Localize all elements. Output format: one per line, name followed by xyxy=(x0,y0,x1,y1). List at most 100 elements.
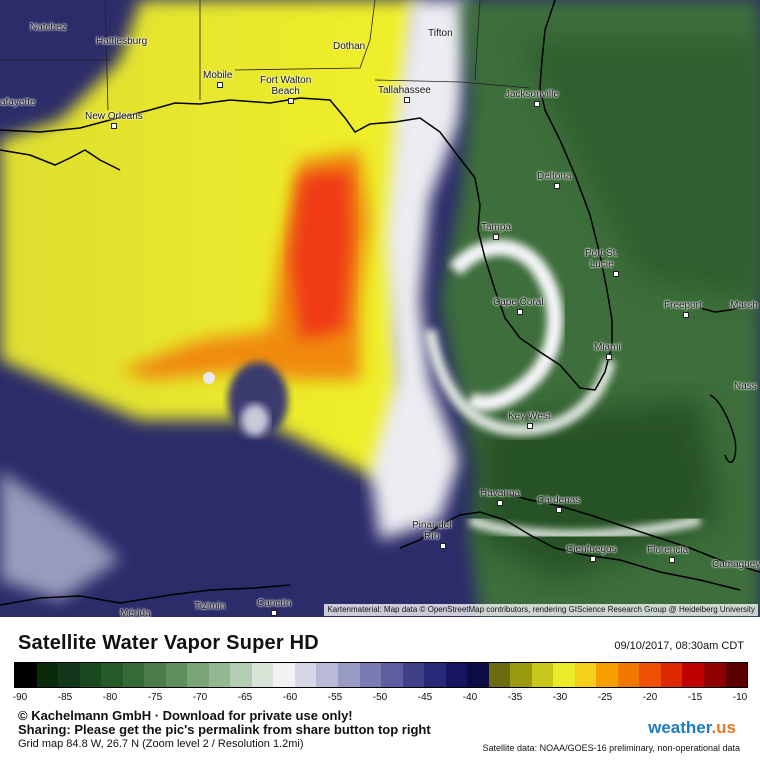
color-scale-segment xyxy=(445,663,468,687)
color-scale-segment xyxy=(682,663,704,687)
color-scale-tick: -70 xyxy=(192,692,208,703)
city-label: Tallahassee xyxy=(378,85,431,96)
color-scale-segment xyxy=(337,663,360,687)
color-scale-segment xyxy=(36,663,59,687)
city-name: Pinar del xyxy=(412,520,452,531)
city-label: Cienfuegos xyxy=(566,544,617,555)
color-scale-segment xyxy=(187,663,209,687)
color-scale-segment xyxy=(574,663,597,687)
city-marker xyxy=(217,82,224,88)
sharing-notice: Sharing: Please get the pic's permalink … xyxy=(18,722,431,737)
city-marker xyxy=(527,423,534,429)
color-scale-segment xyxy=(596,663,618,687)
color-scale-segment xyxy=(165,663,188,687)
city-marker xyxy=(556,507,563,513)
color-scale-segment xyxy=(617,663,640,687)
city-name: Nass xyxy=(734,381,757,392)
city-label: Dothan xyxy=(333,41,365,52)
city-name: Río xyxy=(423,531,440,542)
timestamp: 09/10/2017, 08:30am CDT xyxy=(614,640,744,652)
map-attribution: Kartenmaterial: Map data © OpenStreetMap… xyxy=(324,604,758,616)
city-name: Lucie xyxy=(589,259,614,270)
color-scale-segment xyxy=(15,663,37,687)
city-label: Havanna xyxy=(480,488,520,499)
city-marker xyxy=(496,500,503,506)
color-scale-segment xyxy=(488,663,511,687)
color-scale-tick: -75 xyxy=(147,692,163,703)
city-name: Tampa xyxy=(481,222,512,233)
city-label: Jacksonville xyxy=(505,89,559,100)
logo-suffix: .us xyxy=(711,718,736,737)
color-scale-segment xyxy=(381,663,403,687)
city-marker xyxy=(493,234,499,240)
color-scale-tick: -40 xyxy=(462,692,478,703)
satellite-map: Natchez Hattiesburg Dothan Tifton Mobile Fort… xyxy=(0,0,760,617)
city-name: Dothan xyxy=(333,41,366,52)
city-label: Deltona xyxy=(537,171,571,182)
color-scale-segment xyxy=(294,663,317,687)
city-name: Marsh xyxy=(730,300,758,311)
color-scale-segment xyxy=(639,663,661,687)
city-label: Key West xyxy=(508,411,551,422)
color-scale-tick: -50 xyxy=(372,692,388,703)
city-marker xyxy=(440,543,446,549)
city-name: Natchez xyxy=(30,22,67,33)
city-label: Mérida xyxy=(120,608,151,617)
color-scale-segment xyxy=(251,663,274,687)
color-scale-tick: -30 xyxy=(552,692,568,703)
city-marker xyxy=(590,556,596,562)
city-label: Tizimin xyxy=(194,601,225,612)
color-scale-tick: -90 xyxy=(12,692,28,703)
city-name: Miami xyxy=(594,342,621,353)
color-scale-segment xyxy=(531,663,554,687)
city-name: Key West xyxy=(508,411,551,422)
grid-info: Grid map 84.8 W, 26.7 N (Zoom level 2 / … xyxy=(18,738,304,750)
city-marker xyxy=(683,312,690,318)
city-name: Cancún xyxy=(257,598,292,609)
city-label: Cárdenas xyxy=(537,495,580,506)
color-scale-segment xyxy=(122,663,145,687)
color-scale-tick: -35 xyxy=(507,692,523,703)
city-marker xyxy=(111,123,118,129)
city-marker xyxy=(271,610,278,616)
color-scale-tick: -60 xyxy=(282,692,298,703)
color-scale-segment xyxy=(725,663,748,687)
weather-us-logo[interactable]: weather.us xyxy=(648,718,736,738)
color-scale-segment xyxy=(79,663,102,687)
color-scale-segment xyxy=(273,663,295,687)
city-marker xyxy=(404,97,411,103)
city-label: Florencia xyxy=(647,545,688,556)
city-name: Tizimin xyxy=(194,601,226,612)
city-marker xyxy=(288,98,294,104)
city-label: Cape Coral xyxy=(493,297,544,308)
satellite-imagery xyxy=(0,0,760,617)
city-name: Beach xyxy=(271,86,300,97)
color-scale-segment xyxy=(58,663,80,687)
city-label: Fort Walton Beach xyxy=(260,75,311,97)
city-marker xyxy=(606,354,612,360)
color-scale-ticks: -90 -85 -80 -75 -70 -65 -60 -55 -50 -45 -40 -35 -30 -… xyxy=(12,692,748,704)
color-scale-tick: -15 xyxy=(687,692,703,703)
color-scale-segment xyxy=(316,663,338,687)
city-label: Marsh xyxy=(730,300,758,311)
color-scale-tick: -20 xyxy=(642,692,658,703)
city-name: Tallahassee xyxy=(378,85,431,96)
city-label: Port St. Lucie xyxy=(585,248,618,270)
city-name: Havanna xyxy=(480,488,521,499)
city-name: Fort Walton xyxy=(260,75,312,86)
city-name: Jacksonville xyxy=(505,89,559,100)
city-name: Cienfuegos xyxy=(566,544,617,555)
color-scale-segment xyxy=(424,663,446,687)
color-scale-tick: -10 xyxy=(732,692,748,703)
satellite-data-credit: Satellite data: NOAA/GOES-16 preliminary… xyxy=(482,743,740,753)
legend-panel xyxy=(0,617,760,760)
color-scale-segment xyxy=(553,663,575,687)
city-name: Port St. xyxy=(585,248,619,259)
city-label: Freeport xyxy=(664,300,702,311)
city-label: Mobile xyxy=(203,70,232,81)
city-name: Freeport xyxy=(664,300,702,311)
color-scale-segment xyxy=(144,663,166,687)
city-name: Mérida xyxy=(120,608,151,617)
color-scale-segment xyxy=(101,663,123,687)
color-scale-tick: -65 xyxy=(237,692,253,703)
